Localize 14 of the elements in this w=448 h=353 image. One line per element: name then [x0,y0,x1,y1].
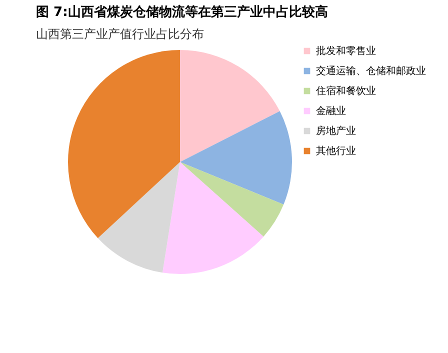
legend-label: 住宿和餐饮业 [316,85,376,97]
legend-label: 交通运输、仓储和邮政业 [316,65,426,77]
pie-slice [180,50,280,162]
legend-label: 其他行业 [316,145,356,157]
pie-slice [180,162,284,237]
legend-label: 金融业 [316,105,346,117]
pie-slice [68,50,180,238]
legend-label: 房地产业 [316,125,356,137]
pie-slice [162,162,264,274]
legend-label: 批发和零售业 [316,45,376,57]
chart-title: 图 7:山西省煤炭仓储物流等在第三产业中占比较高 [36,4,328,20]
chart-subtitle: 山西第三产业产值行业占比分布 [36,27,204,41]
pie-slice [98,162,180,273]
pie-slice [180,111,292,205]
